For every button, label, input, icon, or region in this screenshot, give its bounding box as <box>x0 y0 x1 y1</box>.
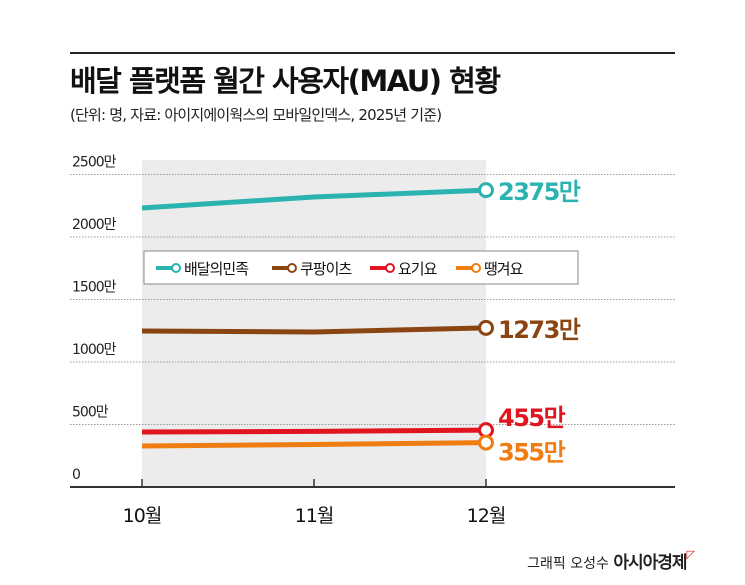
end-marker <box>478 319 494 336</box>
end-marker <box>478 434 494 451</box>
legend-marker <box>385 263 395 273</box>
shaded-range <box>142 160 486 487</box>
end-value-label: 2375만 <box>498 178 581 206</box>
legend-box <box>143 250 579 285</box>
series-line-1 <box>141 325 487 335</box>
end-value-label: 455만 <box>498 404 566 432</box>
y-tick-label: 1500만 <box>72 280 117 296</box>
legend-label: 땡겨요 <box>484 260 524 278</box>
y-tick-label: 2500만 <box>72 155 117 171</box>
chart-subtitle: (단위: 명, 자료: 아이지에이웍스의 모바일인덱스, 2025년 기준) <box>70 106 442 124</box>
x-tick-label: 10월 <box>123 505 162 527</box>
y-tick-label: 0 <box>72 467 80 483</box>
y-tick-label: 1000만 <box>72 342 117 358</box>
series-line-0 <box>141 187 487 211</box>
brand-logo: 아시아경제 <box>613 553 687 573</box>
x-tick-label: 12월 <box>467 505 506 527</box>
legend-label: 쿠팡이츠 <box>300 260 352 278</box>
y-tick-label: 2000만 <box>72 217 117 233</box>
y-tick-label: 500만 <box>72 405 109 421</box>
credit: 그래픽 오성수 아시아경제◸ <box>527 548 695 573</box>
end-value-label: 355만 <box>498 439 566 467</box>
legend-marker <box>287 263 297 273</box>
legend-marker <box>171 263 181 273</box>
chart-title: 배달 플랫폼 월간 사용자(MAU) 현황 <box>70 64 501 98</box>
legend-label: 요기요 <box>398 260 438 278</box>
top-rule <box>70 52 675 54</box>
legend-label: 배달의민족 <box>184 260 249 278</box>
end-marker <box>478 182 494 199</box>
graphic-credit: 그래픽 오성수 <box>527 556 609 572</box>
x-tick-label: 11월 <box>295 505 334 527</box>
legend-marker <box>471 263 481 273</box>
series-line-2 <box>141 427 487 435</box>
end-value-label: 1273만 <box>498 316 581 344</box>
series-line-3 <box>141 440 487 449</box>
